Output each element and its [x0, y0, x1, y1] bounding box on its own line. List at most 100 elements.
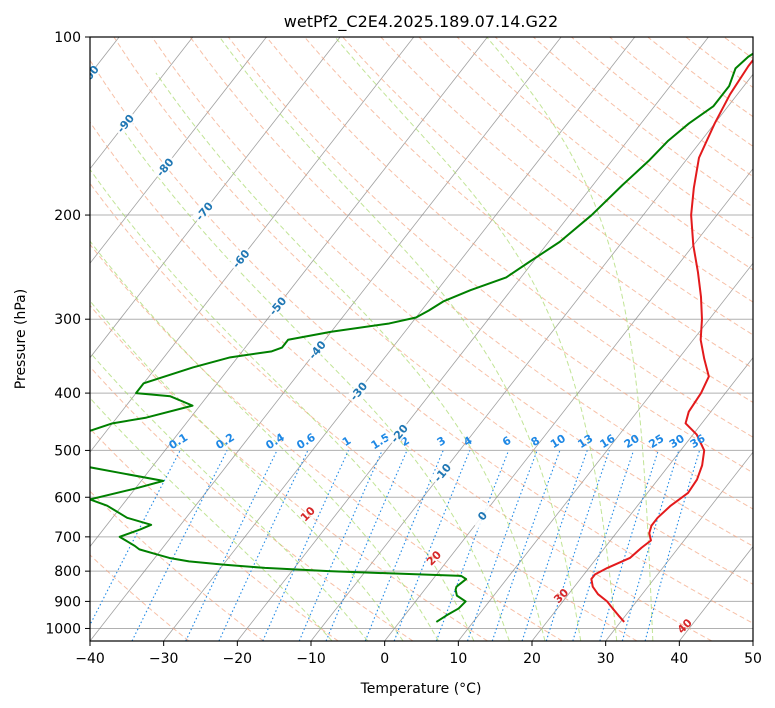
dry-adiabat-line [90, 490, 264, 641]
isotherm-label-bg [386, 420, 412, 447]
moist-adiabat-line [219, 37, 582, 641]
dry-adiabat-line [494, 37, 753, 239]
dry-adiabat-line [90, 366, 414, 641]
x-tick-label: 40 [670, 651, 688, 667]
isotherm-line [90, 37, 267, 264]
x-tick-label: 0 [380, 651, 389, 667]
isotherm-line [90, 37, 562, 641]
dry-adiabat-line [266, 37, 753, 438]
y-tick-label: 1000 [45, 621, 81, 637]
x-axis-title: Temperature (°C) [360, 681, 482, 697]
isotherm-line [90, 37, 341, 359]
dry-adiabat-line [151, 37, 753, 547]
x-tick-label: −40 [75, 651, 105, 667]
moist-adiabat-line [334, 37, 618, 641]
isotherm-line [237, 37, 709, 641]
moist-adiabat-line [90, 240, 439, 641]
y-tick-label: 900 [54, 594, 81, 610]
background-lines [90, 37, 775, 641]
isotherm-label-bg [90, 64, 101, 91]
x-tick-label: −20 [223, 651, 253, 667]
isotherm-label-bg [152, 154, 178, 181]
dry-adiabat-line [762, 37, 775, 641]
x-tick-label: 30 [597, 651, 615, 667]
dry-adiabat-line [532, 37, 753, 208]
mixing-ratio-label: 10 [548, 432, 568, 451]
moist-adiabat-line [90, 397, 333, 641]
dry-adiabat-line [90, 121, 712, 641]
dry-adiabat-line [90, 182, 638, 641]
mixing-ratio-label: 1 [340, 434, 353, 449]
dry-adiabat-line [90, 304, 488, 641]
dry-adiabat-line [90, 243, 563, 641]
mixing-ratio-label: 13 [575, 432, 595, 451]
moist-adiabat-line [90, 300, 404, 641]
isotherm-label-bg [346, 378, 371, 405]
dry-adiabat-label: 40 [675, 616, 695, 636]
mixing-ratio-label: 3 [435, 434, 448, 449]
moist-adiabat-line [118, 123, 510, 641]
isotherm-label-bg [430, 459, 455, 486]
dry-adiabat-line [90, 59, 753, 624]
mixing-ratio-line [131, 450, 228, 641]
y-tick-label: 500 [54, 443, 81, 459]
y-tick-label: 400 [54, 386, 81, 402]
mixing-ratio-line [90, 450, 181, 627]
isotherm-line [384, 168, 753, 641]
dry-adiabat-line [189, 37, 753, 510]
isotherm-label-bg [228, 245, 254, 272]
mixing-ratio-line [491, 450, 561, 641]
mixing-ratio-line [621, 450, 680, 641]
mixing-ratio-line [325, 450, 408, 641]
chart-title: wetPf2_C2E4.2025.189.07.14.G22 [284, 12, 558, 32]
moist-adiabat-line [486, 37, 654, 641]
mixing-ratio-label: 25 [647, 432, 667, 451]
moist-adiabat-line [90, 168, 475, 641]
x-tick-label: −10 [296, 651, 326, 667]
mixing-ratio-line [298, 450, 383, 641]
mixing-ratio-label: 1.5 [369, 431, 392, 452]
mixing-ratio-label: 0.6 [294, 431, 318, 453]
dry-adiabat-line [380, 37, 753, 336]
x-tick-label: 20 [523, 651, 541, 667]
mixing-ratio-line [435, 450, 510, 641]
dry-adiabat-line [342, 37, 753, 369]
isotherm-line [605, 451, 753, 641]
mixing-ratio-line [364, 450, 444, 641]
plot-frame [89, 36, 754, 642]
isotherm-line [90, 37, 194, 170]
y-tick-label: 700 [54, 530, 81, 546]
mixing-ratio-line [262, 450, 349, 641]
dry-adiabat-label: 10 [298, 504, 318, 524]
isotherm-line [458, 262, 753, 641]
mixing-ratio-label: 36 [688, 432, 708, 451]
dry-adiabat-label: 20 [424, 548, 444, 568]
isotherm-line [531, 357, 753, 641]
isotherm-line [163, 37, 636, 641]
moist-adiabat-line [90, 351, 369, 641]
axes: −40 −30 −20 −10 0 10 20 30 40 5010020030040050060… [45, 30, 762, 667]
x-tick-label: −30 [149, 651, 179, 667]
dry-adiabat-line [227, 37, 753, 474]
mixing-ratio-label: 16 [598, 432, 618, 451]
mixing-ratio-label: 0.4 [263, 431, 287, 453]
dry-adiabat-label: 30 [551, 586, 571, 606]
y-axis-title: Pressure (hPa) [13, 289, 29, 389]
isotherm-label-bg [265, 292, 290, 320]
mixing-ratio-line [644, 450, 701, 641]
y-tick-label: 200 [54, 208, 81, 224]
y-tick-label: 600 [54, 490, 81, 506]
mixing-ratio-label: 0.2 [213, 431, 236, 452]
dry-adiabat-line [304, 37, 753, 403]
dry-adiabat-line [90, 554, 190, 641]
dry-adiabat-line [571, 37, 753, 178]
dry-adiabat-line [456, 37, 753, 271]
y-tick-label: 300 [54, 312, 81, 328]
mixing-ratio-label: 4 [461, 434, 475, 449]
dry-adiabat-line [685, 37, 753, 89]
mixing-ratio-label: 6 [500, 434, 514, 449]
isotherm-label-bg [304, 336, 330, 363]
isotherm-label-bg [470, 502, 495, 529]
